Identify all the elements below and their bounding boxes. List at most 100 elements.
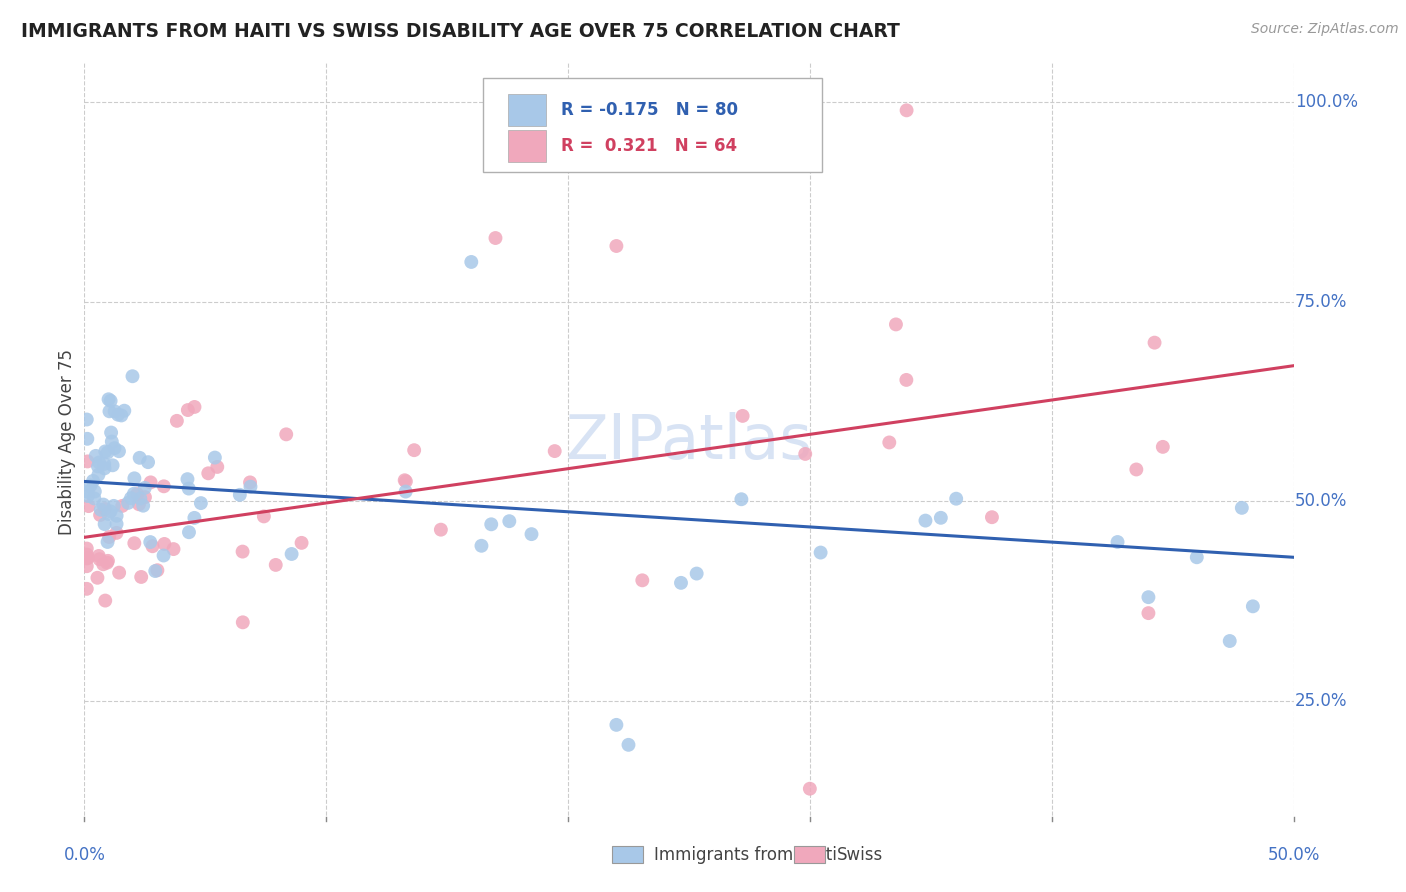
- Text: 50.0%: 50.0%: [1267, 846, 1320, 863]
- Point: [896, 373, 918, 387]
- Point: [177, 403, 200, 417]
- Point: [794, 447, 817, 461]
- Text: IMMIGRANTS FROM HAITI VS SWISS DISABILITY AGE OVER 75 CORRELATION CHART: IMMIGRANTS FROM HAITI VS SWISS DISABILIT…: [21, 22, 900, 41]
- Point: [877, 435, 900, 450]
- Point: [129, 491, 152, 506]
- Y-axis label: Disability Age Over 75: Disability Age Over 75: [58, 349, 76, 534]
- Point: [103, 441, 125, 455]
- Point: [605, 718, 627, 732]
- Point: [134, 490, 156, 504]
- Point: [76, 489, 98, 503]
- Point: [617, 738, 640, 752]
- Point: [104, 404, 127, 418]
- Point: [84, 449, 107, 463]
- Point: [139, 535, 162, 549]
- Point: [134, 481, 156, 495]
- Point: [605, 239, 627, 253]
- Point: [1241, 599, 1264, 614]
- Point: [981, 510, 1004, 524]
- Point: [128, 497, 150, 511]
- Text: R = -0.175   N = 80: R = -0.175 N = 80: [561, 101, 738, 120]
- Point: [91, 498, 114, 512]
- Point: [146, 563, 169, 577]
- Text: ZIPatlas: ZIPatlas: [565, 411, 813, 472]
- Point: [730, 492, 752, 507]
- Point: [731, 409, 754, 423]
- Point: [122, 487, 145, 501]
- Point: [100, 425, 122, 440]
- Point: [176, 472, 198, 486]
- Point: [98, 404, 121, 418]
- Point: [669, 575, 692, 590]
- Point: [404, 443, 426, 458]
- Point: [77, 550, 100, 565]
- Point: [76, 551, 98, 566]
- Point: [190, 496, 212, 510]
- Point: [76, 541, 98, 556]
- Point: [96, 535, 118, 549]
- Point: [239, 480, 262, 494]
- Point: [107, 408, 129, 422]
- Point: [100, 393, 122, 408]
- Point: [141, 539, 163, 553]
- Point: [1137, 606, 1160, 620]
- Point: [93, 461, 115, 475]
- Point: [166, 414, 188, 428]
- Point: [1185, 550, 1208, 565]
- Point: [143, 564, 166, 578]
- Point: [105, 525, 128, 540]
- Point: [153, 537, 176, 551]
- Point: [290, 536, 312, 550]
- Point: [97, 554, 120, 568]
- Point: [97, 392, 120, 407]
- Point: [239, 475, 262, 490]
- Point: [914, 514, 936, 528]
- Point: [253, 509, 276, 524]
- Point: [124, 536, 146, 550]
- Point: [1143, 335, 1166, 350]
- Point: [183, 400, 205, 414]
- FancyBboxPatch shape: [508, 130, 547, 161]
- Point: [232, 544, 254, 558]
- Point: [76, 454, 98, 468]
- Point: [1152, 440, 1174, 454]
- Point: [929, 510, 952, 524]
- Point: [479, 517, 502, 532]
- Point: [93, 457, 115, 471]
- Point: [177, 482, 200, 496]
- Point: [810, 545, 832, 559]
- Point: [110, 409, 132, 423]
- Text: 100.0%: 100.0%: [1295, 94, 1358, 112]
- Point: [152, 549, 174, 563]
- Point: [484, 231, 506, 245]
- Point: [124, 471, 146, 485]
- Point: [76, 582, 98, 596]
- Point: [183, 511, 205, 525]
- Text: Swiss: Swiss: [837, 846, 883, 863]
- Point: [76, 484, 98, 499]
- Point: [884, 318, 907, 332]
- Point: [94, 593, 117, 607]
- Point: [94, 444, 117, 458]
- Point: [1137, 590, 1160, 604]
- Point: [83, 491, 105, 506]
- Point: [204, 450, 226, 465]
- Text: 50.0%: 50.0%: [1295, 492, 1347, 510]
- Point: [94, 502, 117, 516]
- Point: [111, 499, 134, 513]
- Point: [93, 517, 115, 532]
- Point: [544, 444, 567, 458]
- Point: [129, 570, 152, 584]
- Point: [76, 432, 98, 446]
- Point: [79, 478, 101, 492]
- Point: [76, 559, 98, 574]
- Point: [276, 427, 298, 442]
- Point: [117, 496, 139, 510]
- Point: [280, 547, 302, 561]
- Point: [91, 558, 114, 572]
- Point: [87, 459, 110, 474]
- Point: [395, 484, 418, 499]
- Point: [89, 508, 111, 522]
- Point: [1219, 634, 1241, 648]
- Point: [89, 552, 111, 566]
